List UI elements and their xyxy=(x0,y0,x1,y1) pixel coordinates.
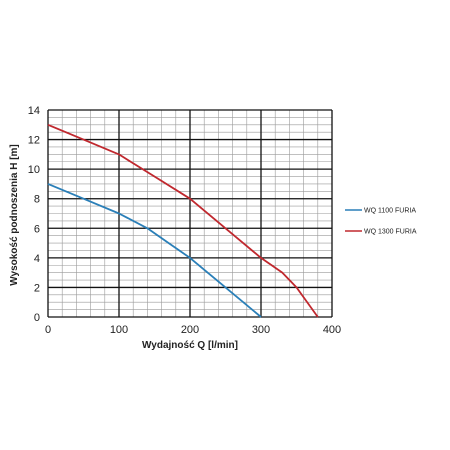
x-tick-label: 0 xyxy=(45,324,51,336)
x-tick-label: 400 xyxy=(323,324,341,336)
legend-label: WQ 1300 FURIA xyxy=(364,229,417,236)
y-tick-label: 2 xyxy=(34,282,40,294)
y-tick-label: 14 xyxy=(28,105,40,117)
legend: WQ 1100 FURIA WQ 1300 FURIA xyxy=(345,208,417,236)
series-layer xyxy=(47,123,319,318)
y-tick-label: 12 xyxy=(28,135,40,147)
y-tick-label: 6 xyxy=(34,223,40,235)
x-tick-label: 200 xyxy=(181,324,199,336)
x-axis-label: Wydajność Q [l/min] xyxy=(142,340,238,351)
tick-labels: 0 100 200 300 400 0 2 4 6 8 10 12 14 xyxy=(28,105,341,336)
series-line xyxy=(47,123,319,318)
legend-label: WQ 1100 FURIA xyxy=(364,208,416,215)
series-line xyxy=(47,183,262,318)
y-tick-label: 8 xyxy=(34,194,40,206)
y-tick-label: 10 xyxy=(28,164,40,176)
y-axis-label: Wysokość podnoszenia H [m] xyxy=(9,144,20,286)
x-tick-label: 100 xyxy=(110,324,128,336)
x-tick-label: 300 xyxy=(252,324,270,336)
y-tick-label: 4 xyxy=(34,253,40,265)
y-tick-label: 0 xyxy=(34,312,40,324)
